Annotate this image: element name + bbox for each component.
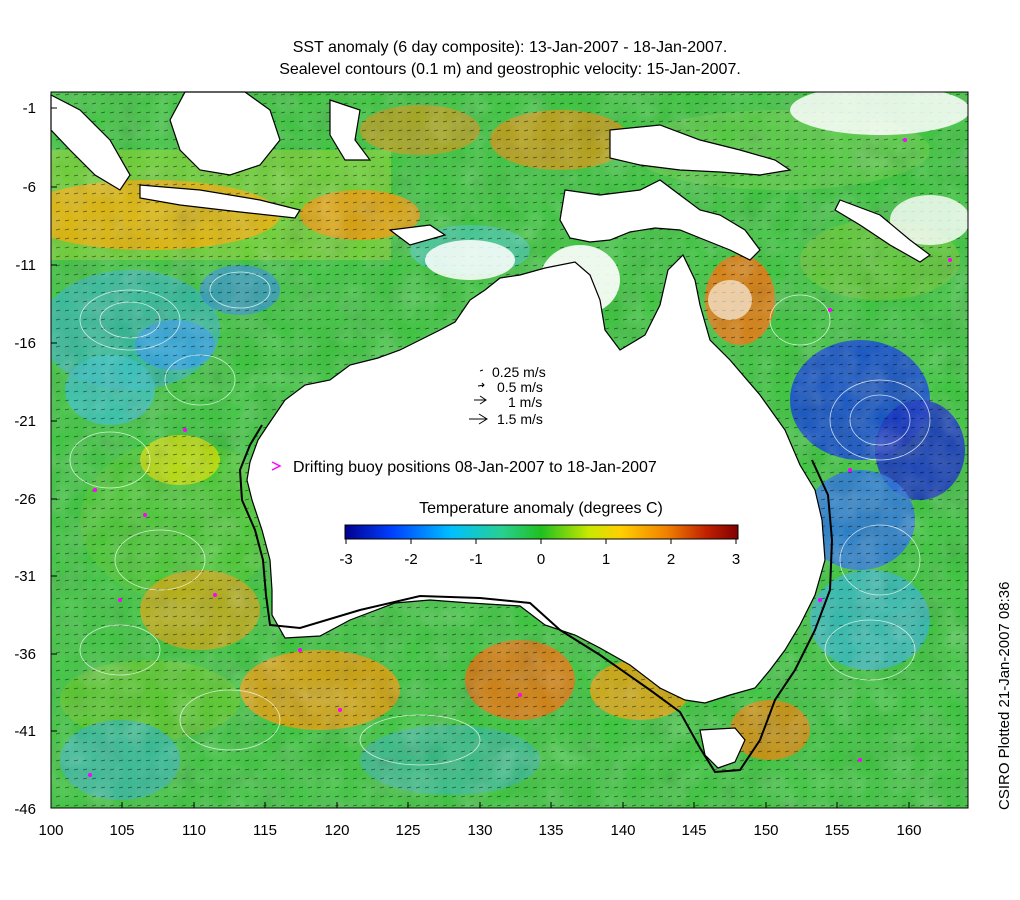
colorbar-tick: -1 <box>469 551 482 568</box>
x-tick-label: 100 <box>38 822 63 839</box>
y-tick-label: -36 <box>14 646 36 663</box>
y-tick-label: -11 <box>15 257 36 274</box>
x-tick-label: 150 <box>753 822 778 839</box>
arrow-0-5-icon <box>477 382 485 388</box>
colorbar-tick: -3 <box>339 551 352 568</box>
colorbar-title: Temperature anomaly (degrees C) <box>419 500 663 517</box>
buoy-positions <box>88 138 952 777</box>
y-tick-label: -26 <box>14 491 36 508</box>
x-tick-label: 105 <box>109 822 134 839</box>
velocity-label: 1.5 m/s <box>497 411 543 427</box>
x-tick-label: 135 <box>538 822 563 839</box>
velocity-label: 0.25 m/s <box>492 364 546 380</box>
colorbar-tick: 1 <box>602 551 610 568</box>
colorbar-tick: 3 <box>732 551 740 568</box>
x-tick-label: 155 <box>824 822 849 839</box>
buoy-marker-icon <box>271 461 282 471</box>
y-tick-label: -46 <box>14 801 36 818</box>
x-axis: 100 105 110 115 120 125 130 135 140 145 … <box>38 802 922 839</box>
x-tick-label: 160 <box>896 822 921 839</box>
plot-frame <box>50 91 969 809</box>
borneo <box>169 91 281 176</box>
x-tick-label: 130 <box>467 822 492 839</box>
sst-field <box>51 92 968 808</box>
y-tick-label: -21 <box>14 413 36 430</box>
buoy-legend: Drifting buoy positions 08-Jan-2007 to 1… <box>271 459 657 476</box>
arrow-0-25-icon <box>479 369 484 372</box>
arrow-1-5-icon <box>469 413 488 425</box>
x-tick-label: 110 <box>182 822 206 839</box>
colorbar-tick: 0 <box>537 551 545 568</box>
sealevel-contours <box>69 271 931 766</box>
colorbar-tick: -2 <box>404 551 417 568</box>
velocity-legend: 0.25 m/s 0.5 m/s 1 m/s 1.5 m/s <box>469 364 546 427</box>
y-tick-label: -16 <box>14 335 36 352</box>
velocity-label: 1 m/s <box>508 394 542 410</box>
sumatra <box>50 94 131 191</box>
colorbar-tick: 2 <box>667 551 675 568</box>
y-tick-label: -1 <box>23 100 36 117</box>
x-tick-label: 145 <box>681 822 706 839</box>
y-tick-label: -41 <box>14 723 36 740</box>
x-tick-label: 115 <box>253 822 277 839</box>
colorbar: Temperature anomaly (degrees C) -3 -2 -1… <box>339 500 740 568</box>
y-tick-label: -31 <box>14 568 36 585</box>
x-tick-label: 125 <box>395 822 420 839</box>
y-axis: -1 -6 -11 -16 -21 -26 -31 -36 -41 -46 <box>14 100 57 818</box>
land-masses <box>50 91 932 769</box>
velocity-label: 0.5 m/s <box>497 379 543 395</box>
credit-label: CSIRO Plotted 21-Jan-2007 08:36 <box>996 581 1013 810</box>
timor <box>388 224 447 246</box>
shelf-contour <box>238 424 834 774</box>
arrow-1-icon <box>474 395 487 405</box>
colorbar-gradient <box>344 524 739 540</box>
new-guinea <box>559 124 792 261</box>
pacific-islands <box>834 199 932 263</box>
sulawesi <box>329 99 372 161</box>
y-tick-label: -6 <box>23 179 36 196</box>
map-title-line2: Sealevel contours (0.1 m) and geostrophi… <box>279 61 741 78</box>
australia <box>246 253 826 704</box>
java <box>139 184 301 219</box>
buoy-legend-label: Drifting buoy positions 08-Jan-2007 to 1… <box>293 459 657 476</box>
x-tick-label: 140 <box>610 822 635 839</box>
x-tick-label: 120 <box>324 822 349 839</box>
map-title-line1: SST anomaly (6 day composite): 13-Jan-20… <box>292 39 728 56</box>
